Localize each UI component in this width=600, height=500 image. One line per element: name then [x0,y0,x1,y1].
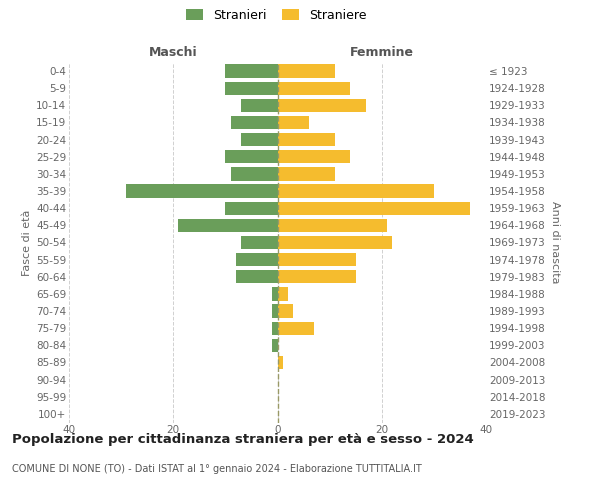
Bar [241,98,277,112]
Y-axis label: Fasce di età: Fasce di età [22,210,32,276]
Bar [277,82,350,95]
Bar [226,150,277,164]
Bar [277,202,470,215]
Bar [277,218,387,232]
Bar [241,133,277,146]
Bar [178,218,277,232]
Text: Popolazione per cittadinanza straniera per età e sesso - 2024: Popolazione per cittadinanza straniera p… [12,432,474,446]
Bar [241,236,277,249]
Text: Femmine: Femmine [350,46,414,59]
Bar [277,150,350,164]
Bar [277,270,356,283]
Bar [272,338,277,352]
Bar [272,322,277,335]
Bar [236,270,277,283]
Bar [277,322,314,335]
Bar [277,133,335,146]
Text: Maschi: Maschi [149,46,197,59]
Text: COMUNE DI NONE (TO) - Dati ISTAT al 1° gennaio 2024 - Elaborazione TUTTITALIA.IT: COMUNE DI NONE (TO) - Dati ISTAT al 1° g… [12,464,422,474]
Legend: Stranieri, Straniere: Stranieri, Straniere [185,8,367,22]
Bar [277,116,309,129]
Y-axis label: Anni di nascita: Anni di nascita [550,201,560,284]
Bar [127,184,277,198]
Bar [277,304,293,318]
Bar [230,116,277,129]
Bar [277,356,283,369]
Bar [226,82,277,95]
Bar [277,64,335,78]
Bar [277,253,356,266]
Bar [277,184,434,198]
Bar [277,98,366,112]
Bar [277,287,288,300]
Bar [272,287,277,300]
Bar [277,167,335,180]
Bar [226,202,277,215]
Bar [226,64,277,78]
Bar [230,167,277,180]
Bar [277,236,392,249]
Bar [272,304,277,318]
Bar [236,253,277,266]
